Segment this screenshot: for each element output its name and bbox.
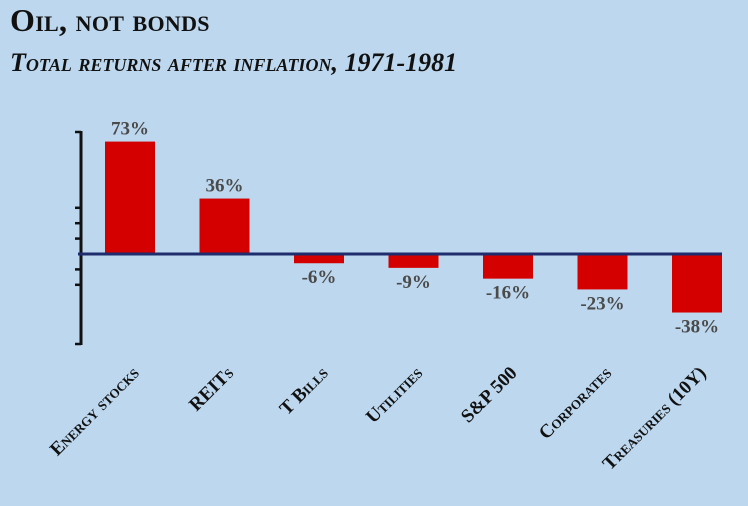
category-label: Energy stocks bbox=[46, 363, 144, 461]
value-labels: 73% 36% -6% -9% -16% -23% -38% bbox=[111, 119, 719, 338]
bar bbox=[294, 254, 344, 264]
value-label: -23% bbox=[580, 293, 624, 314]
bar bbox=[199, 198, 250, 254]
bars bbox=[105, 141, 722, 313]
value-label: 73% bbox=[111, 119, 149, 140]
bar bbox=[105, 141, 155, 254]
category-label: Corporates bbox=[535, 363, 616, 444]
category-label: S&P 500 bbox=[457, 363, 521, 427]
chart-title: Oil, not bonds bbox=[10, 2, 210, 38]
category-label: Treasuries (10Y) bbox=[599, 363, 711, 475]
value-label: -16% bbox=[486, 283, 530, 304]
bar bbox=[672, 254, 722, 313]
category-label: Utilities bbox=[362, 363, 427, 428]
bar bbox=[483, 254, 533, 279]
value-label: 36% bbox=[206, 176, 244, 197]
y-axis bbox=[75, 130, 83, 346]
category-label: T Bills bbox=[276, 363, 333, 420]
value-label: -6% bbox=[302, 267, 337, 288]
value-label: -38% bbox=[675, 317, 719, 338]
bar bbox=[388, 254, 439, 268]
chart-subtitle: Total returns after inflation, 1971-1981 bbox=[10, 48, 458, 77]
bar bbox=[577, 254, 628, 290]
category-labels: Energy stocks REITs T Bills Utilities S&P 50… bbox=[46, 363, 711, 475]
category-label: REITs bbox=[185, 363, 238, 416]
value-label: -9% bbox=[396, 272, 431, 293]
